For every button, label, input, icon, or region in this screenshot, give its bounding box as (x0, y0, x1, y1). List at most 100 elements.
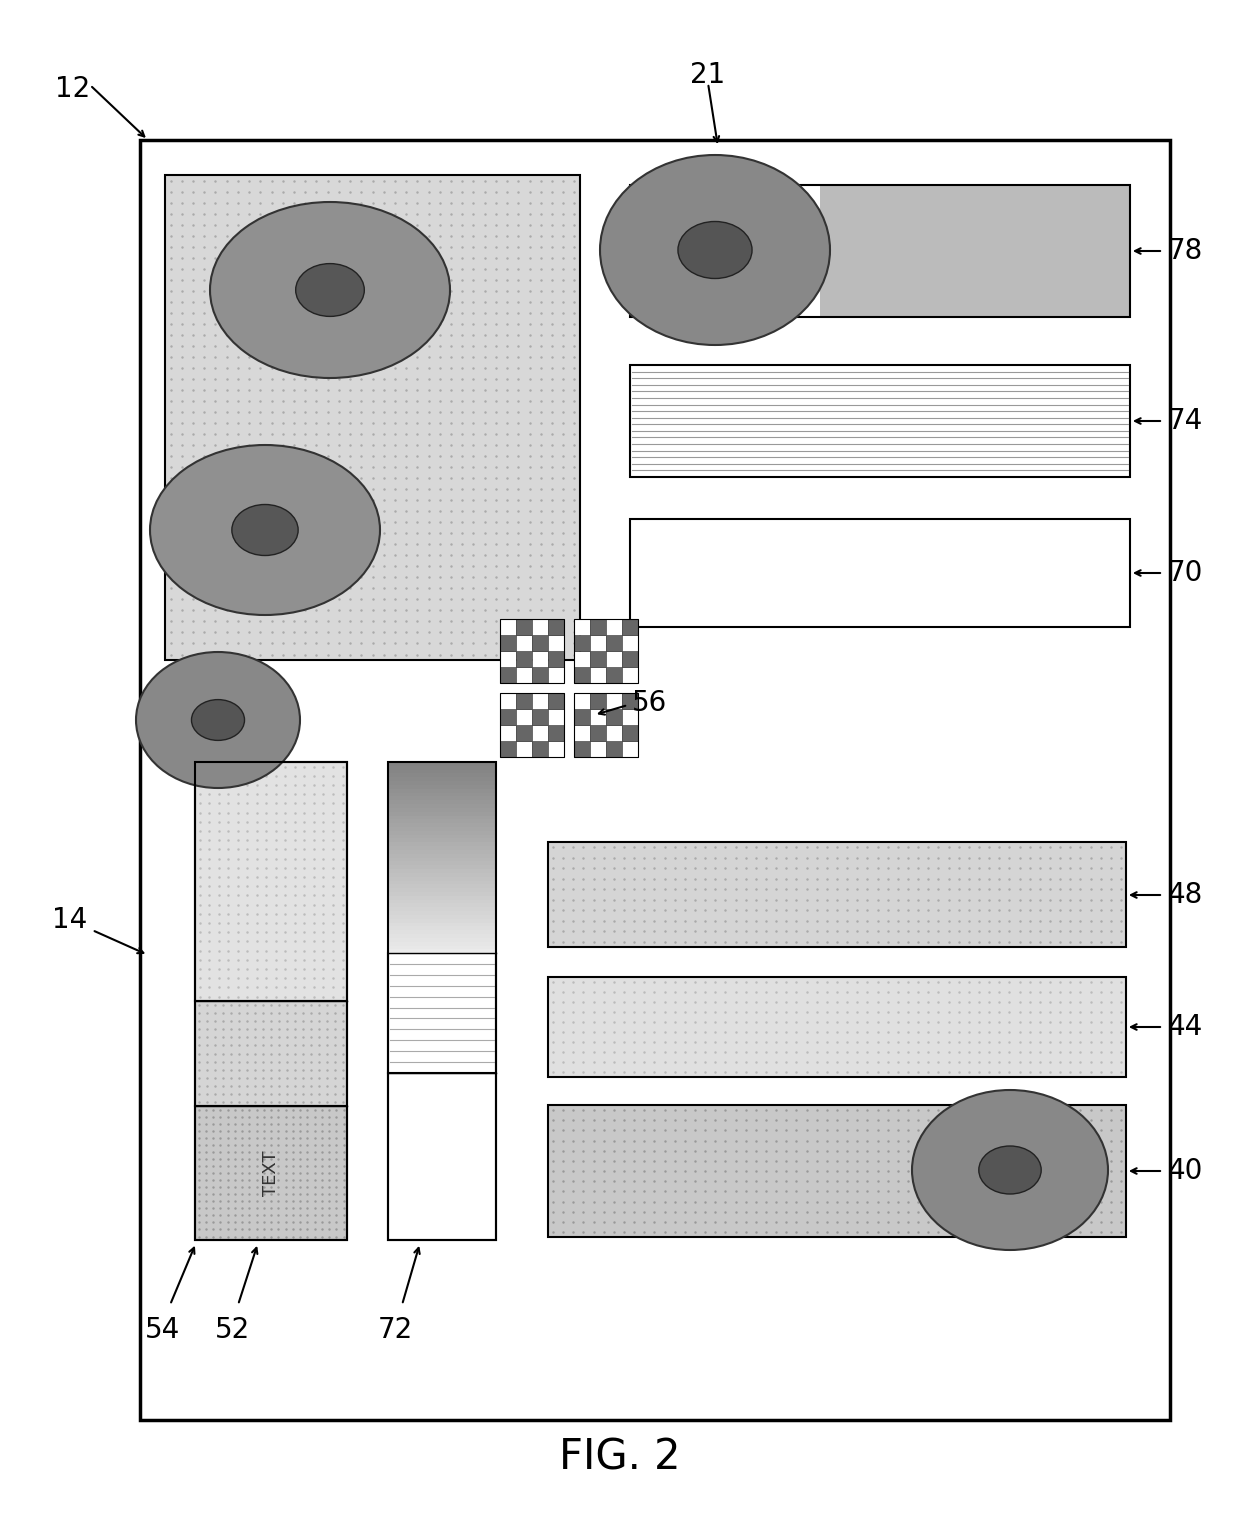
Bar (516, 709, 532, 726)
Bar (590, 709, 606, 726)
Bar (388, 880, 496, 885)
Ellipse shape (150, 445, 379, 615)
Bar (388, 883, 496, 888)
Bar (388, 933, 496, 938)
Bar (590, 726, 606, 741)
Bar (606, 709, 622, 726)
Bar (388, 903, 496, 907)
Bar (516, 651, 532, 667)
Bar (500, 726, 516, 741)
Text: 74: 74 (1168, 408, 1203, 435)
Bar (388, 900, 496, 903)
Bar (388, 941, 496, 945)
Bar (388, 773, 496, 777)
Bar (388, 762, 496, 765)
Bar (516, 692, 532, 709)
Bar (548, 635, 564, 651)
Bar (388, 800, 496, 804)
Bar (500, 667, 516, 683)
Bar (388, 888, 496, 892)
Bar (574, 651, 590, 667)
Bar (548, 726, 564, 741)
Text: 70: 70 (1168, 559, 1203, 586)
Bar (388, 873, 496, 877)
Text: 44: 44 (1168, 1014, 1203, 1041)
Bar (630, 520, 1130, 627)
Bar (574, 635, 590, 651)
Bar (388, 777, 496, 782)
Bar (388, 895, 496, 900)
Bar (195, 762, 347, 1001)
Bar (516, 635, 532, 651)
Bar (500, 741, 516, 758)
Bar (388, 792, 496, 797)
Bar (574, 667, 590, 683)
Bar (500, 692, 516, 709)
Bar (574, 709, 590, 726)
Bar (548, 741, 564, 758)
Bar (388, 938, 496, 942)
Bar (388, 953, 496, 1073)
Bar (548, 1104, 1126, 1238)
Bar (388, 830, 496, 835)
Bar (140, 139, 1171, 1420)
Text: 54: 54 (144, 1317, 180, 1344)
Ellipse shape (232, 504, 298, 556)
Bar (622, 667, 639, 683)
Bar (590, 692, 606, 709)
Bar (548, 842, 1126, 947)
Bar (630, 185, 1130, 317)
Bar (548, 977, 1126, 1077)
Bar (532, 741, 548, 758)
Bar (388, 915, 496, 918)
Bar (590, 741, 606, 758)
Bar (388, 891, 496, 895)
Bar (388, 857, 496, 862)
Bar (630, 185, 820, 317)
Bar (388, 907, 496, 911)
Bar (590, 620, 606, 635)
Bar (532, 692, 548, 709)
Bar (388, 930, 496, 935)
Bar (574, 726, 590, 741)
Bar (532, 620, 548, 635)
Text: 48: 48 (1168, 882, 1203, 909)
Bar (500, 620, 516, 635)
Text: 14: 14 (52, 906, 87, 935)
Bar (622, 651, 639, 667)
Bar (388, 820, 496, 823)
Bar (606, 635, 622, 651)
Ellipse shape (136, 651, 300, 788)
Bar (606, 651, 622, 667)
Bar (388, 845, 496, 850)
Ellipse shape (210, 201, 450, 379)
Text: FIG. 2: FIG. 2 (559, 1436, 681, 1479)
Bar (388, 911, 496, 915)
Ellipse shape (295, 264, 365, 317)
Text: 56: 56 (632, 689, 667, 717)
Bar (516, 667, 532, 683)
Bar (500, 709, 516, 726)
Bar (622, 726, 639, 741)
Bar (532, 635, 548, 651)
Bar (500, 692, 564, 758)
Ellipse shape (191, 700, 244, 741)
Bar (388, 868, 496, 873)
Bar (388, 861, 496, 865)
Bar (590, 667, 606, 683)
Bar (388, 835, 496, 838)
Bar (606, 667, 622, 683)
Bar (388, 780, 496, 785)
Bar (388, 811, 496, 815)
Bar (500, 620, 564, 683)
Bar (516, 620, 532, 635)
Bar (820, 185, 1130, 317)
Bar (388, 850, 496, 854)
Bar (548, 692, 564, 709)
Bar (388, 945, 496, 950)
Ellipse shape (911, 1089, 1109, 1250)
Bar (388, 785, 496, 789)
Bar (388, 807, 496, 812)
Bar (388, 827, 496, 830)
Bar (532, 726, 548, 741)
